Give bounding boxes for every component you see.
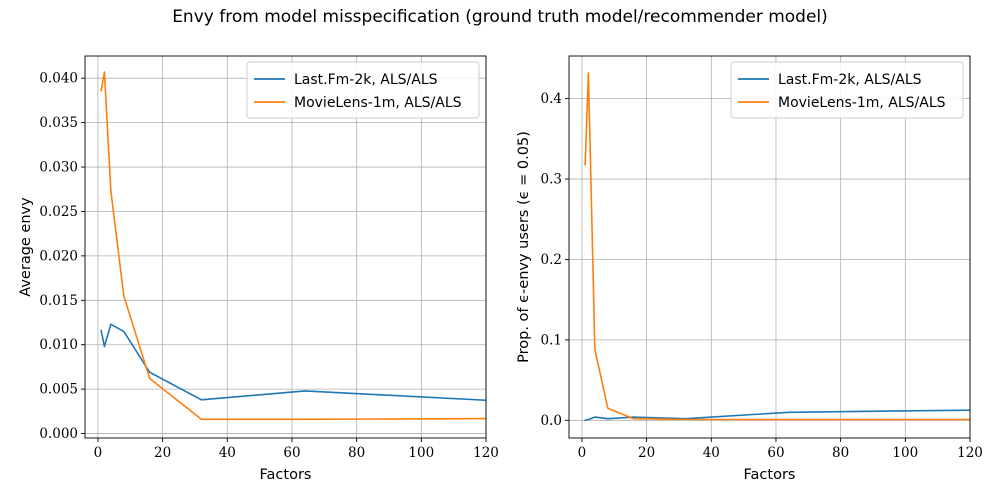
y-axis-label: Prop. of ϵ-envy users (ϵ = 0.05) — [516, 131, 532, 363]
x-tick-label: 0 — [578, 445, 587, 461]
legend-label-movielens: MovieLens-1m, ALS/ALS — [778, 95, 946, 111]
y-tick-label: 0.010 — [39, 337, 78, 353]
legend-label-movielens: MovieLens-1m, ALS/ALS — [294, 95, 462, 111]
x-tick-label: 100 — [892, 445, 918, 461]
y-tick-label: 0.2 — [541, 252, 562, 268]
series-group — [100, 71, 486, 421]
legend: Last.Fm-2k, ALS/ALS MovieLens-1m, ALS/ALS — [730, 61, 964, 119]
y-tick-label: 0.1 — [541, 332, 562, 348]
y-axis-label: Average envy — [18, 197, 34, 297]
x-tick-label: 40 — [219, 445, 236, 461]
x-tick-label: 60 — [283, 445, 300, 461]
movielens-series-line — [584, 72, 970, 421]
y-tick-label: 0.000 — [39, 426, 78, 442]
x-tick-label: 40 — [703, 445, 720, 461]
x-axis-label: Factors — [744, 467, 796, 483]
y-tick-label: 0.0 — [541, 413, 562, 429]
y-tick-label: 0.3 — [541, 172, 562, 188]
x-tick-label: 60 — [767, 445, 784, 461]
axes-frame — [84, 55, 487, 439]
x-tick-label: 100 — [408, 445, 434, 461]
legend-box — [730, 61, 964, 119]
y-tick-label: 0.025 — [39, 204, 78, 220]
x-tick-label: 120 — [473, 445, 499, 461]
x-tick-label: 20 — [154, 445, 171, 461]
y-tick-label: 0.005 — [39, 382, 78, 398]
y-tick-label: 0.040 — [39, 71, 78, 87]
movielens-series-line — [100, 71, 486, 421]
axes-frame — [568, 55, 971, 439]
x-tick-label: 0 — [94, 445, 103, 461]
legend-label-lastfm: Last.Fm-2k, ALS/ALS — [294, 72, 438, 88]
legend-box — [246, 61, 480, 119]
y-tick-label: 0.4 — [541, 91, 562, 107]
legend: Last.Fm-2k, ALS/ALS MovieLens-1m, ALS/ALS — [246, 61, 480, 119]
x-axis-label: Factors — [260, 467, 312, 483]
x-tick-label: 80 — [348, 445, 365, 461]
x-tick-label: 120 — [957, 445, 983, 461]
lastfm-series-line — [584, 409, 970, 422]
x-tick-label: 20 — [638, 445, 655, 461]
figure-title: Envy from model misspecification (ground… — [172, 7, 828, 27]
y-tick-label: 0.030 — [39, 160, 78, 176]
average-envy-chart: 0 20 40 60 80 100 120 0.000 0.005 0.010 0.015 0.020… — [18, 55, 499, 483]
lastfm-series-line — [100, 323, 486, 402]
envy-users-proportion-chart: 0 20 40 60 80 100 120 0.0 0.1 0.2 0.3 0.4 Factors Pro… — [516, 55, 983, 483]
y-tick-label: 0.035 — [39, 115, 78, 131]
series-group — [584, 72, 970, 422]
y-tick-label: 0.015 — [39, 293, 78, 309]
y-tick-label: 0.020 — [39, 248, 78, 264]
x-tick-label: 80 — [832, 445, 849, 461]
legend-label-lastfm: Last.Fm-2k, ALS/ALS — [778, 72, 922, 88]
